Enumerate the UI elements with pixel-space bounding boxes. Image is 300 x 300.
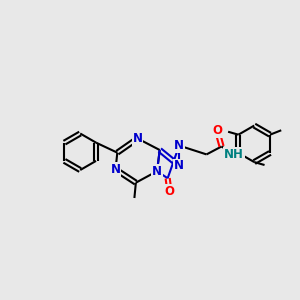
Text: N: N [133,132,142,145]
Text: N: N [174,139,184,152]
Text: O: O [212,124,222,137]
Text: N: N [110,163,121,176]
Text: NH: NH [224,148,244,161]
Text: O: O [164,185,174,198]
Text: N: N [174,159,184,172]
Text: N: N [152,165,162,178]
